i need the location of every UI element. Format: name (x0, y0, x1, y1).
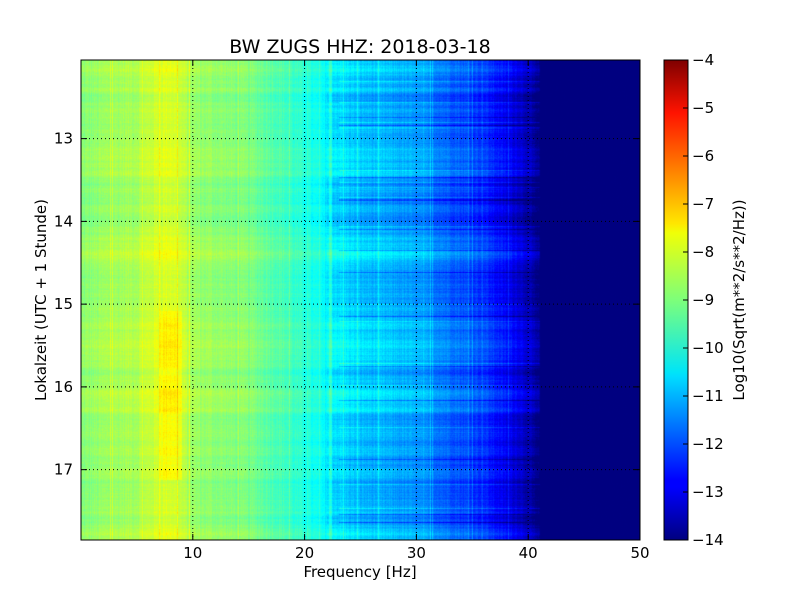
x-tick-label: 30 (407, 544, 426, 562)
colorbar-tick-label: −4 (692, 51, 714, 69)
plot-frame (80, 59, 641, 541)
x-tick-label: 20 (295, 544, 314, 562)
heatmap-image (81, 60, 640, 540)
y-axis-ticks: 13 14 15 16 17 (54, 130, 640, 479)
colorbar-label: Log10(Sqrt(m**2/s**2/Hz)) (730, 199, 748, 400)
colorbar-tick-label: −13 (692, 483, 724, 501)
colorbar-tick-label: −14 (692, 531, 724, 549)
colorbar-tick-label: −8 (692, 243, 714, 261)
grid-lines (81, 60, 640, 540)
colorbar-tick-label: −10 (692, 339, 724, 357)
y-tick-label: 15 (54, 295, 73, 313)
y-tick-label: 13 (54, 130, 73, 148)
x-axis-label: Frequency [Hz] (303, 563, 416, 581)
x-tick-label: 40 (519, 544, 538, 562)
colorbar-tick-label: −5 (692, 99, 714, 117)
colorbar-tick-label: −6 (692, 147, 714, 165)
plot-area: 10 20 30 40 50 13 14 15 16 17 (54, 59, 650, 562)
chart-title: BW ZUGS HHZ: 2018-03-18 (229, 36, 490, 58)
y-tick-label: 16 (54, 378, 73, 396)
y-tick-label: 17 (54, 461, 73, 479)
x-axis-ticks: 10 20 30 40 50 (183, 60, 650, 562)
x-tick-label: 50 (630, 544, 649, 562)
colorbar-tick-label: −11 (692, 387, 724, 405)
colorbar-tick-label: −7 (692, 195, 714, 213)
colorbar-tick-label: −9 (692, 291, 714, 309)
x-tick-label: 10 (183, 544, 202, 562)
colorbar: −4 −5 −6 −7 −8 −9 −10 −11 −12 −13 −14 (663, 51, 724, 549)
colorbar-tick-label: −12 (692, 435, 724, 453)
y-tick-label: 14 (54, 212, 73, 230)
y-axis-label: Lokalzeit (UTC + 1 Stunde) (32, 199, 50, 401)
colorbar-ticks: −4 −5 −6 −7 −8 −9 −10 −11 −12 −13 −14 (683, 51, 724, 549)
